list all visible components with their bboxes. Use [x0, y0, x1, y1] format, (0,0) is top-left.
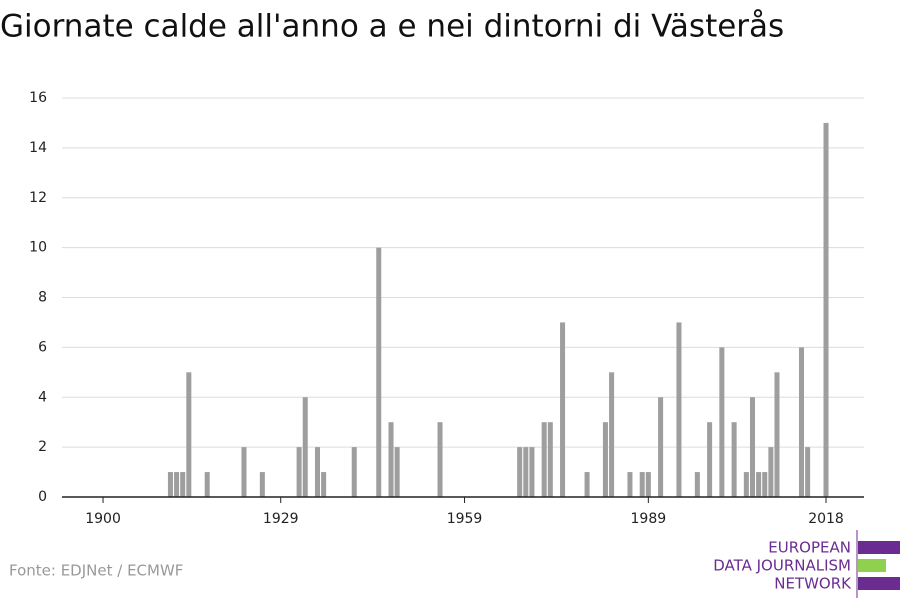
bar — [180, 472, 186, 497]
bar — [627, 472, 633, 497]
bar — [321, 472, 327, 497]
bar — [743, 472, 749, 497]
bar — [602, 422, 608, 497]
x-tick-label: 1900 — [85, 511, 121, 527]
y-tick-label: 0 — [38, 489, 47, 505]
bar — [749, 397, 756, 497]
bar — [805, 447, 811, 497]
y-tick-label: 4 — [38, 389, 47, 405]
bar — [296, 447, 302, 497]
bar — [523, 447, 529, 497]
bar — [774, 372, 780, 497]
bar — [547, 422, 553, 497]
bar — [719, 347, 725, 497]
logo-text: NETWORK — [774, 575, 852, 593]
bar — [167, 472, 173, 497]
y-tick-label: 14 — [29, 140, 47, 156]
bar — [186, 372, 192, 497]
bar — [394, 447, 400, 497]
bar — [639, 472, 645, 497]
x-tick-label: 1929 — [263, 511, 299, 527]
source: Fonte: EDJNet / ECMWF — [9, 562, 183, 580]
bar — [437, 422, 443, 497]
bar — [259, 472, 265, 497]
bar — [529, 447, 535, 497]
bar — [731, 422, 737, 497]
bar — [241, 447, 247, 497]
y-tick-label: 8 — [38, 290, 47, 306]
logo-bar — [858, 541, 900, 554]
bar — [707, 422, 713, 497]
bar — [376, 247, 382, 497]
logo-text: DATA JOURNALISM — [713, 557, 851, 575]
x-tick-label: 2018 — [808, 511, 844, 527]
x-tick-label: 1959 — [447, 511, 483, 527]
logo-bar — [858, 559, 886, 572]
bar — [768, 447, 774, 497]
bar — [756, 472, 762, 497]
bar — [798, 347, 805, 497]
y-tick-label: 2 — [38, 439, 47, 455]
chart-title: Giornate calde all'anno a e nei dintorni… — [0, 9, 784, 45]
bar — [302, 397, 308, 497]
bar — [351, 447, 357, 497]
bar — [174, 472, 180, 497]
bar — [694, 472, 700, 497]
bar — [314, 447, 321, 497]
y-tick-label: 6 — [38, 339, 47, 355]
x-tick-label: 1989 — [631, 511, 667, 527]
y-tick-label: 10 — [29, 240, 47, 256]
bar — [584, 472, 590, 497]
bar — [658, 397, 664, 497]
logo-text: EUROPEAN — [768, 539, 851, 557]
bar — [541, 422, 547, 497]
bar — [388, 422, 394, 497]
bar — [645, 472, 651, 497]
bar — [204, 472, 210, 497]
bar — [676, 322, 682, 497]
y-tick-label: 16 — [29, 90, 47, 106]
bar — [609, 372, 615, 497]
bar — [517, 447, 523, 497]
bar — [823, 122, 829, 497]
bar — [762, 472, 768, 497]
logo-bar — [858, 577, 900, 590]
y-tick-label: 12 — [29, 190, 47, 206]
bar — [560, 322, 566, 497]
